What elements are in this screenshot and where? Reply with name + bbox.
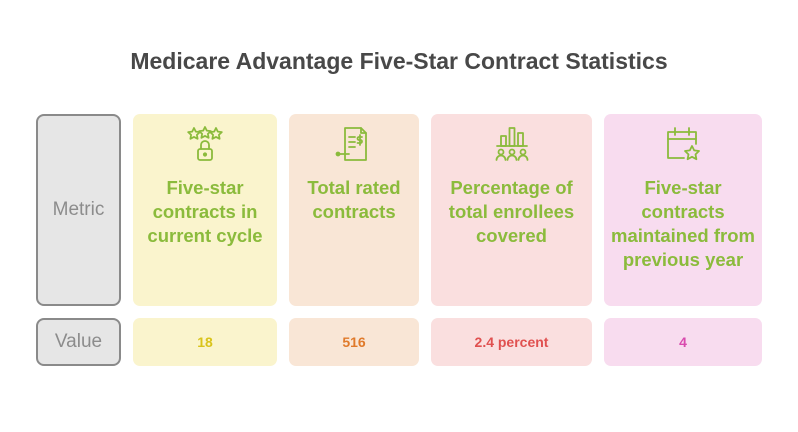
stars-lock-icon (185, 124, 225, 164)
row-header-metric: Metric (36, 114, 121, 306)
row-header-value: Value (36, 318, 121, 366)
metric-label: Five-star contracts maintained from prev… (611, 177, 755, 270)
metric-card-total-rated: Total rated contracts (289, 114, 419, 306)
metric-card-five-star-maintained: Five-star contracts maintained from prev… (604, 114, 762, 306)
metric-card-enrollee-percentage: Percentage of total enrollees covered (431, 114, 592, 306)
page-title: Medicare Advantage Five-Star Contract St… (130, 48, 668, 74)
value-cell: 516 (289, 318, 419, 366)
metric-card-five-star-current: Five-star contracts in current cycle (133, 114, 277, 306)
metric-label: Percentage of total enrollees covered (448, 177, 575, 246)
value-cell: 4 (604, 318, 762, 366)
document-dollar-icon (334, 124, 374, 164)
value-cell: 2.4 percent (431, 318, 592, 366)
bar-chart-people-icon (492, 124, 532, 164)
metric-label: Total rated contracts (307, 177, 401, 222)
calendar-star-icon (663, 124, 703, 164)
value-cell: 18 (133, 318, 277, 366)
metric-label: Five-star contracts in current cycle (147, 177, 263, 246)
